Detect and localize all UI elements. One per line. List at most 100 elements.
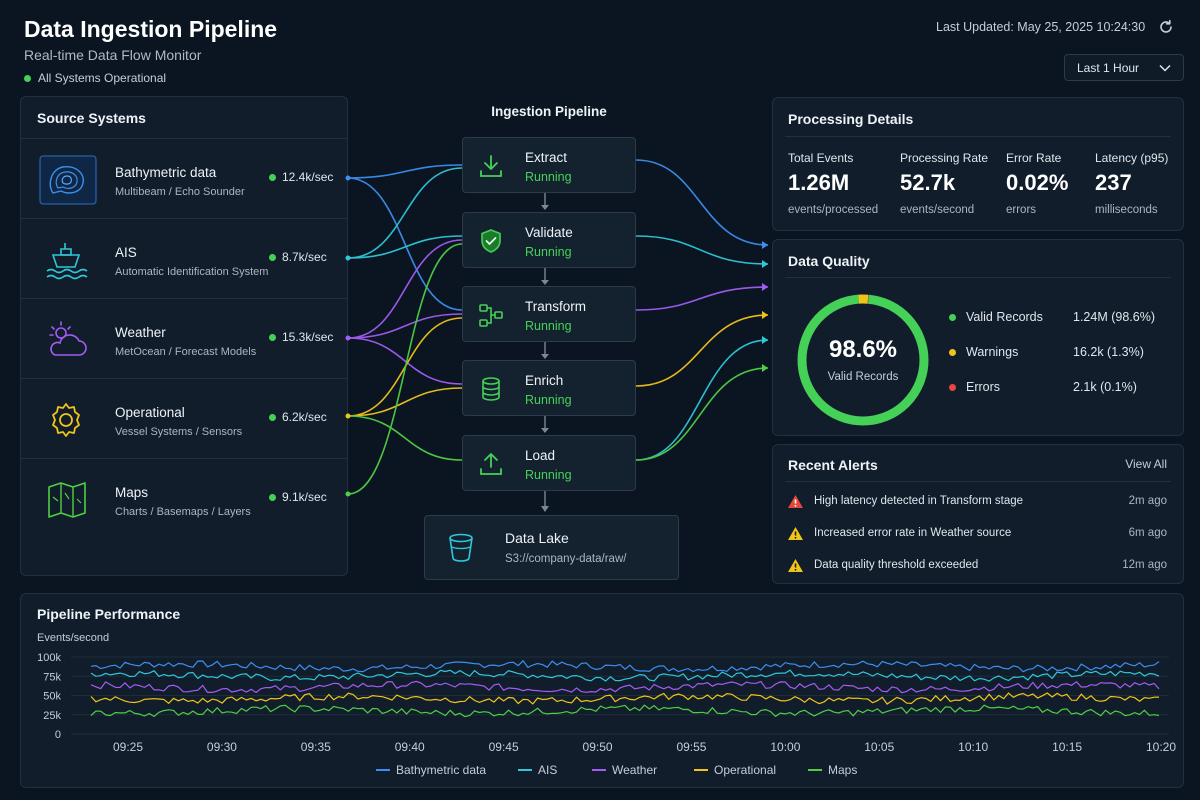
flow-line-extract-out (635, 159, 769, 246)
x-tick-label: 10:00 (770, 740, 800, 754)
stage-extract[interactable]: Extract Running (462, 137, 636, 193)
recent-alerts-title: Recent Alerts (788, 457, 878, 473)
refresh-button[interactable] (1156, 17, 1176, 37)
map-icon (39, 475, 97, 525)
source-rate-value: 15.3k/sec (282, 330, 334, 344)
metric-value-latency: 237 (1095, 170, 1132, 195)
metric-label-total-events: Total Events (788, 151, 854, 165)
series-line-4 (90, 704, 1160, 718)
source-rate: 6.2k/sec (269, 410, 327, 424)
quality-percent: 98.6% (828, 336, 898, 363)
status-dot (269, 413, 276, 421)
source-rate-value: 12.4k/sec (282, 170, 334, 184)
metric-label-error-rate: Error Rate (1006, 151, 1062, 165)
status-dot (269, 253, 276, 261)
flow-line-weather-validate (347, 239, 463, 339)
series-line-0 (90, 659, 1160, 673)
recent-alerts-panel: Recent Alerts View All High latency dete… (772, 444, 1184, 584)
divider (785, 277, 1171, 278)
performance-line-chart: 100k 75k 50k 25k 0 09:25 09:30 09:35 09:40 09:45 0… (37, 652, 1176, 777)
stage-connector-arrow (541, 280, 549, 285)
time-range-value: Last 1 Hour (1077, 60, 1140, 75)
flow-line-weather-transform (347, 313, 463, 339)
source-rate-value: 8.7k/sec (282, 250, 327, 264)
metric-sub-latency: milliseconds (1095, 204, 1158, 216)
source-rate: 8.7k/sec (269, 250, 327, 264)
flow-line-operational-transform (347, 317, 463, 417)
data-quality-panel: Data Quality 98.6% Valid Records Valid R… (772, 239, 1184, 436)
source-row-maps[interactable]: Maps Charts / Basemaps / Layers 9.1k/sec (21, 458, 347, 538)
flow-line-transform-out (635, 286, 769, 311)
donut-segment-warnings (797, 294, 929, 426)
alert-item[interactable]: Data quality threshold exceeded 12m ago (787, 555, 1167, 575)
source-desc: Vessel Systems / Sensors (115, 426, 243, 438)
stage-name: Enrich (525, 373, 564, 388)
alert-time: 12m ago (1122, 559, 1167, 571)
source-systems-title: Source Systems (37, 110, 146, 126)
page-subtitle: Real-time Data Flow Monitor (24, 47, 202, 63)
source-row-bathymetric[interactable]: Bathymetric data Multibeam / Echo Sounde… (21, 138, 347, 218)
stage-status: Running (525, 245, 572, 259)
metric-label-processing-rate: Processing Rate (900, 151, 989, 165)
source-systems-panel: Source Systems Bathymetric data Multibea… (20, 96, 348, 576)
warning-triangle-icon (788, 526, 803, 540)
flow-arrowhead (762, 364, 768, 372)
stage-connector-arrow (541, 205, 549, 210)
divider (785, 481, 1171, 482)
upload-icon (480, 453, 502, 475)
view-all-link[interactable]: View All (1125, 457, 1167, 471)
data-lake-name: Data Lake (505, 530, 569, 546)
legend-label: Maps (828, 763, 857, 777)
source-row-weather[interactable]: Weather MetOcean / Forecast Models 15.3k… (21, 298, 347, 378)
stage-name: Extract (525, 150, 568, 165)
ship-icon (39, 235, 97, 285)
alert-item[interactable]: Increased error rate in Weather source 6… (787, 523, 1167, 543)
stage-name: Transform (525, 299, 587, 314)
source-desc: Automatic Identification System (115, 266, 269, 278)
chart-ylabel: Events/second (37, 632, 110, 644)
divider (785, 136, 1171, 137)
x-tick-label: 09:25 (113, 740, 143, 754)
warning-triangle-icon (788, 558, 803, 572)
donut-segment-valid (797, 294, 929, 426)
stage-validate[interactable]: Validate Running (462, 212, 636, 268)
flow-arrowhead (762, 241, 768, 249)
pipeline-title: Ingestion Pipeline (491, 104, 607, 119)
y-tick-label: 25k (43, 710, 61, 722)
stage-name: Load (525, 448, 556, 463)
series-line-1 (90, 669, 1160, 682)
y-tick-label: 75k (43, 671, 61, 683)
quality-caption: Valid Records (827, 371, 899, 383)
legend-dot (949, 383, 956, 391)
metric-label-latency: Latency (p95) (1095, 151, 1169, 165)
alert-item[interactable]: High latency detected in Transform stage… (787, 491, 1167, 511)
source-name: Operational (115, 405, 185, 420)
legend-dot (949, 348, 956, 356)
status-dot (269, 173, 276, 181)
quality-row-valid: Valid Records (949, 310, 1043, 324)
data-lake-sink[interactable]: Data Lake S3://company-data/raw/ (424, 515, 679, 580)
x-tick-label: 09:55 (676, 740, 706, 754)
bathymetry-icon (39, 155, 97, 205)
stage-load[interactable]: Load Running (462, 435, 636, 491)
y-tick-label: 0 (55, 729, 61, 741)
status-dot (269, 493, 276, 501)
metric-value-error-rate: 0.02% (1006, 170, 1069, 195)
stage-transform[interactable]: Transform Running (462, 286, 636, 342)
time-range-select[interactable]: Last 1 Hour (1064, 54, 1184, 81)
download-icon (480, 155, 502, 177)
metric-value-total-events: 1.26M (788, 170, 850, 195)
source-row-ais[interactable]: AIS Automatic Identification System 8.7k… (21, 218, 347, 298)
flow-arrowhead (762, 311, 768, 319)
x-tick-label: 10:10 (958, 740, 988, 754)
source-desc: Multibeam / Echo Sounder (115, 186, 245, 198)
quality-label: Errors (966, 380, 1001, 394)
x-tick-label: 09:50 (583, 740, 613, 754)
source-desc: MetOcean / Forecast Models (115, 346, 257, 358)
y-tick-label: 50k (43, 691, 61, 703)
chevron-down-icon (1159, 64, 1171, 72)
alert-text: High latency detected in Transform stage (814, 495, 1024, 507)
source-row-operational[interactable]: Operational Vessel Systems / Sensors 6.2… (21, 378, 347, 458)
stage-enrich[interactable]: Enrich Running (462, 360, 636, 416)
x-tick-label: 09:40 (395, 740, 425, 754)
